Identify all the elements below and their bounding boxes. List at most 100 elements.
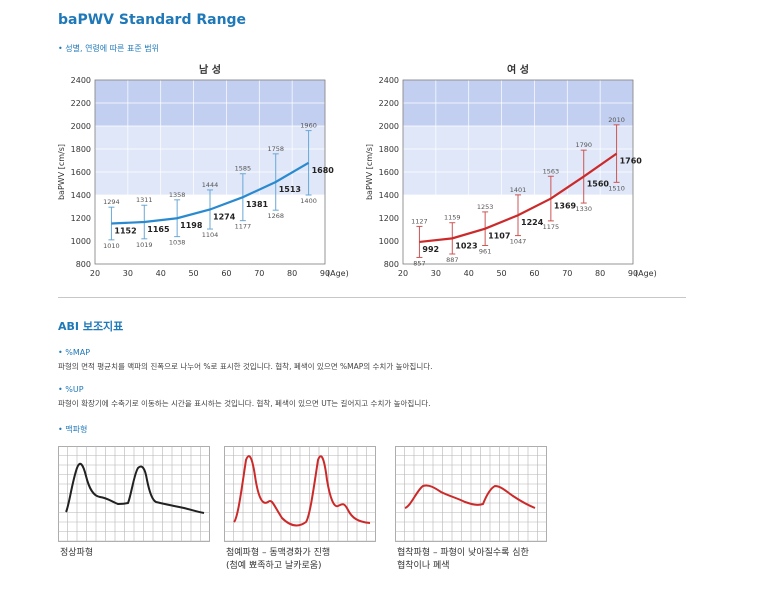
- upper-value-label: 1563: [543, 167, 560, 175]
- upper-value-label: 1790: [575, 141, 592, 149]
- wave-label: 맥파형: [58, 424, 87, 435]
- upper-value-label: 1311: [136, 196, 153, 204]
- mean-value-label: 1152: [114, 227, 136, 236]
- x-tick-label: 90: [628, 269, 638, 278]
- x-tick-label: 60: [221, 269, 231, 278]
- sharp-wave-caption-2: (첨예 뾰족하고 날카로움): [226, 561, 322, 571]
- upper-value-label: 1253: [477, 203, 494, 211]
- upper-value-label: 1444: [202, 181, 219, 189]
- chart-section-subtitle: 성별, 연령에 따른 표준 범위: [58, 43, 159, 54]
- x-tick-label: 20: [398, 269, 408, 278]
- mean-value-label: 1023: [455, 241, 477, 250]
- sharp-wave-line: [233, 455, 371, 527]
- x-tick-label: 20: [90, 269, 100, 278]
- x-tick-label: 30: [431, 269, 441, 278]
- x-tick-label: 50: [496, 269, 506, 278]
- x-tick-label: 70: [562, 269, 572, 278]
- upper-value-label: 1960: [300, 122, 317, 130]
- elevated-band: [95, 126, 325, 195]
- y-tick-label: 1000: [379, 237, 399, 246]
- y-tick-label: 2200: [379, 99, 399, 108]
- mean-value-label: 1560: [587, 180, 610, 189]
- y-tick-label: 1800: [379, 145, 399, 154]
- elevated-band: [403, 126, 633, 195]
- lower-value-label: 887: [446, 256, 458, 264]
- mean-value-label: 1198: [180, 221, 203, 230]
- upper-value-label: 1585: [235, 165, 252, 173]
- up-description: 파형이 확장기에 수축기로 이동하는 시간을 표시하는 것입니다. 협착, 폐색…: [58, 399, 431, 408]
- lower-value-label: 857: [413, 259, 425, 267]
- y-tick-label: 1600: [379, 168, 399, 177]
- mean-value-label: 1381: [246, 200, 269, 209]
- map-description: 파형의 면적 평균치를 맥파의 진폭으로 나누어 %로 표시한 것입니다. 협착…: [58, 362, 433, 371]
- x-tick-label: 60: [529, 269, 539, 278]
- chart-title: 여 성: [507, 63, 529, 76]
- mean-value-label: 1224: [521, 218, 544, 227]
- y-axis-label: baPWV [cm/s]: [57, 144, 66, 200]
- waveform-grid: [58, 446, 210, 542]
- y-tick-label: 1200: [71, 214, 91, 223]
- sharp-wave-caption-1: 첨예파형 – 동맥경화가 진행: [226, 548, 331, 558]
- mean-value-label: 1760: [620, 157, 643, 166]
- section-divider: [58, 297, 686, 298]
- lower-value-label: 1010: [103, 242, 120, 250]
- stenosis-wave-caption-1: 협착파형 – 파형이 낮아질수록 심한: [397, 548, 529, 558]
- x-axis-label: (Age): [635, 269, 657, 278]
- upper-value-label: 1294: [103, 198, 120, 206]
- y-tick-label: 1800: [71, 145, 91, 154]
- y-tick-label: 2000: [71, 122, 91, 131]
- mean-value-label: 1513: [279, 185, 301, 194]
- mean-value-label: 1680: [312, 166, 335, 175]
- normal-wave-line: [65, 462, 205, 514]
- upper-value-label: 2010: [608, 116, 625, 124]
- x-tick-label: 40: [156, 269, 166, 278]
- lower-value-label: 1330: [575, 205, 592, 213]
- y-tick-label: 1600: [71, 168, 91, 177]
- upper-value-label: 1758: [267, 145, 284, 153]
- y-tick-label: 2000: [379, 122, 399, 131]
- page-title: baPWV Standard Range: [58, 12, 247, 28]
- mean-value-label: 992: [422, 245, 439, 254]
- y-tick-label: 1000: [71, 237, 91, 246]
- map-label: %MAP: [58, 348, 90, 357]
- stenosis-wave-line: [404, 484, 536, 509]
- y-tick-label: 2200: [71, 99, 91, 108]
- upper-value-label: 1127: [411, 217, 428, 225]
- x-tick-label: 30: [123, 269, 133, 278]
- plot-frame: [94, 79, 326, 265]
- y-tick-label: 2400: [71, 76, 91, 85]
- x-tick-label: 70: [254, 269, 264, 278]
- lower-value-label: 1400: [300, 197, 317, 205]
- y-tick-label: 1400: [71, 191, 91, 200]
- up-label: %UP: [58, 385, 83, 394]
- y-axis-label: baPWV [cm/s]: [365, 144, 374, 200]
- sharp-waveform: [224, 446, 376, 542]
- normal-waveform: [58, 446, 210, 542]
- y-tick-label: 1400: [379, 191, 399, 200]
- upper-value-label: 1159: [444, 214, 461, 222]
- plot-frame: [402, 79, 634, 265]
- y-tick-label: 1200: [379, 214, 399, 223]
- mean-value-label: 1274: [213, 212, 236, 221]
- lower-value-label: 1268: [267, 212, 284, 220]
- mean-value-label: 1107: [488, 232, 510, 241]
- male-bapwv-chart: 남 성 800 1000 1200 1400 1600 1800 2000 2200 2400 20…: [57, 63, 349, 278]
- mean-value-label: 1165: [147, 225, 170, 234]
- mean-line: [419, 152, 618, 244]
- x-axis-label: (Age): [327, 269, 349, 278]
- y-tick-label: 800: [384, 260, 399, 269]
- x-tick-label: 40: [464, 269, 474, 278]
- waveform-grid: [395, 446, 547, 542]
- upper-value-label: 1401: [510, 186, 527, 194]
- x-tick-label: 80: [287, 269, 297, 278]
- lower-value-label: 1175: [543, 223, 560, 231]
- upper-value-label: 1358: [169, 191, 186, 199]
- lower-value-label: 1177: [235, 223, 252, 231]
- lower-value-label: 961: [479, 247, 491, 255]
- stenosis-waveform: [395, 446, 547, 542]
- lower-value-label: 1038: [169, 239, 186, 247]
- female-bapwv-chart: 여 성 800 1000 1200 1400 1600 1800 2000 2200 2400 20…: [365, 63, 657, 278]
- stenosis-wave-caption-2: 협착이나 폐색: [397, 561, 450, 571]
- chart-title: 남 성: [199, 63, 221, 76]
- x-tick-label: 80: [595, 269, 605, 278]
